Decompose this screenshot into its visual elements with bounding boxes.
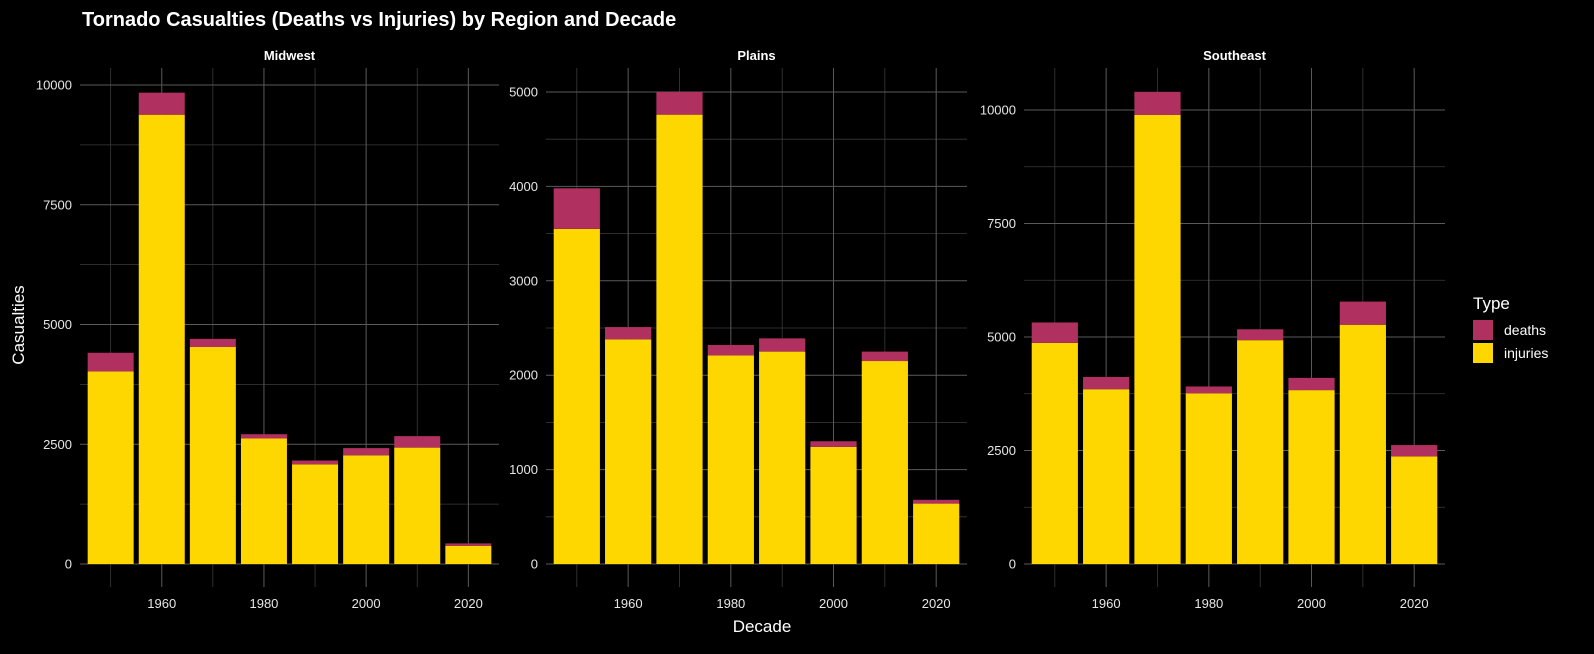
bar-injuries-2010	[861, 361, 908, 564]
bar-deaths-1980	[707, 344, 754, 356]
bar-injuries-1990	[759, 351, 806, 564]
bar-injuries-1990	[292, 464, 339, 564]
bar-injuries-1950	[1031, 342, 1078, 564]
bar-deaths-2020	[913, 499, 960, 504]
x-tick-label: 1960	[614, 596, 643, 611]
x-tick-label: 1980	[249, 596, 278, 611]
bar-injuries-1960	[1083, 389, 1130, 564]
bar-deaths-2010	[394, 436, 441, 448]
y-tick-label: 0	[531, 557, 538, 572]
bar-injuries-2020	[913, 503, 960, 564]
y-tick-label: 3000	[509, 273, 538, 288]
legend-swatch-injuries	[1473, 343, 1493, 363]
legend-label-deaths: deaths	[1504, 322, 1546, 338]
bar-deaths-1990	[292, 460, 339, 465]
bar-injuries-1980	[1185, 393, 1232, 564]
x-tick-label: 2000	[819, 596, 848, 611]
bar-injuries-1970	[656, 114, 703, 564]
facet-label: Southeast	[1203, 48, 1267, 63]
y-tick-label: 0	[65, 557, 72, 572]
legend-title: Type	[1473, 294, 1510, 313]
facet-label: Midwest	[264, 48, 316, 63]
x-axis-title: Decade	[733, 617, 792, 636]
bar-injuries-2020	[1391, 456, 1438, 564]
facet-southeast: 0 2500 5000 7500 10000 1960 1980 2000 2020 Southe…	[980, 48, 1445, 611]
x-tick-label: 2020	[1400, 596, 1429, 611]
x-tick-label: 2020	[454, 596, 483, 611]
y-tick-label: 5000	[987, 330, 1016, 345]
y-tick-label: 2500	[43, 437, 72, 452]
y-tick-label: 7500	[987, 216, 1016, 231]
legend: Type deaths injuries	[1473, 294, 1548, 363]
bar-deaths-1950	[553, 188, 600, 229]
y-tick-label: 5000	[43, 317, 72, 332]
bar-deaths-1960	[138, 92, 185, 115]
bar-injuries-1960	[138, 114, 185, 564]
bar-deaths-1960	[1083, 376, 1130, 390]
legend-swatch-deaths	[1473, 320, 1493, 340]
bar-deaths-1970	[656, 92, 703, 115]
bar-injuries-2010	[1339, 324, 1386, 564]
legend-label-injuries: injuries	[1504, 345, 1548, 361]
x-tick-label: 2020	[922, 596, 951, 611]
facet-midwest: 0 2500 5000 7500 10000 1960 1980 2000 2020 Midwes…	[36, 48, 499, 611]
x-tick-label: 1960	[147, 596, 176, 611]
x-tick-label: 1960	[1092, 596, 1121, 611]
bar-deaths-1960	[605, 327, 652, 340]
chart-title: Tornado Casualties (Deaths vs Injuries) …	[82, 9, 676, 31]
y-tick-label: 2000	[509, 368, 538, 383]
x-tick-label: 1980	[1194, 596, 1223, 611]
bar-injuries-1980	[707, 355, 754, 564]
bar-deaths-1970	[189, 338, 236, 348]
x-tick-label: 2000	[1297, 596, 1326, 611]
y-tick-label: 4000	[509, 179, 538, 194]
bar-injuries-2000	[1288, 390, 1335, 564]
bar-deaths-1990	[759, 338, 806, 352]
bar-injuries-2000	[810, 446, 857, 564]
bar-deaths-2010	[1339, 301, 1386, 325]
facet-plains: 0 1000 2000 3000 4000 5000 1960 1980 2000 2020 Pla…	[509, 48, 967, 611]
bar-injuries-1970	[189, 347, 236, 564]
bar-deaths-1990	[1237, 329, 1284, 341]
y-tick-label: 10000	[36, 78, 72, 93]
bar-injuries-2010	[394, 447, 441, 564]
bar-injuries-1950	[87, 371, 134, 564]
bar-injuries-1950	[553, 228, 600, 564]
bar-deaths-1950	[1031, 322, 1078, 343]
bar-deaths-2020	[445, 543, 492, 546]
y-tick-label: 7500	[43, 197, 72, 212]
y-axis-title: Casualties	[9, 285, 28, 364]
x-tick-label: 1980	[716, 596, 745, 611]
bar-injuries-1960	[605, 339, 652, 564]
bar-deaths-2000	[810, 441, 857, 447]
y-tick-label: 5000	[509, 85, 538, 100]
bar-deaths-1980	[1185, 386, 1232, 394]
bar-injuries-1970	[1134, 114, 1181, 564]
bar-injuries-2020	[445, 545, 492, 564]
bar-deaths-1980	[240, 434, 287, 439]
bar-injuries-1980	[240, 438, 287, 564]
bar-injuries-1990	[1237, 340, 1284, 564]
bar-deaths-2000	[1288, 377, 1335, 391]
y-tick-label: 10000	[980, 103, 1016, 118]
bar-deaths-1970	[1134, 91, 1181, 115]
bar-deaths-1950	[87, 352, 134, 372]
bar-injuries-2000	[343, 455, 390, 564]
facet-label: Plains	[737, 48, 775, 63]
x-tick-label: 2000	[352, 596, 381, 611]
bar-deaths-2020	[1391, 445, 1438, 457]
bar-deaths-2010	[861, 351, 908, 362]
y-tick-label: 2500	[987, 443, 1016, 458]
y-tick-label: 1000	[509, 462, 538, 477]
bar-deaths-2000	[343, 448, 390, 456]
y-tick-label: 0	[1009, 557, 1016, 572]
